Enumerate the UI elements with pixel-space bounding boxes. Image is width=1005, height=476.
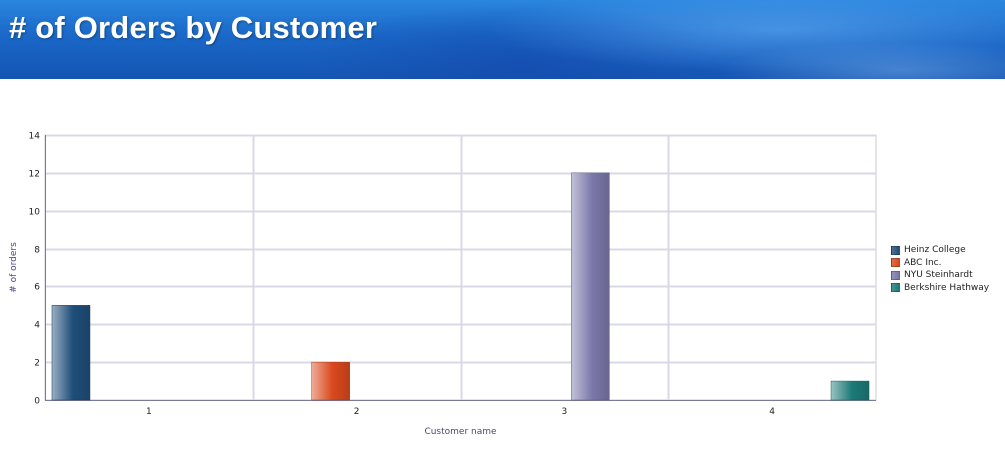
y-tick-label: 0 bbox=[34, 397, 40, 407]
legend-label: ABC Inc. bbox=[904, 257, 942, 268]
legend-item: ABC Inc. bbox=[891, 257, 989, 270]
x-tick-label: 3 bbox=[562, 407, 568, 417]
x-tick-label: 1 bbox=[146, 407, 152, 417]
y-tick-label: 12 bbox=[29, 170, 40, 180]
header-banner: # of Orders by Customer bbox=[0, 0, 1005, 79]
y-tick-label: 8 bbox=[34, 246, 40, 256]
legend-label: Berkshire Hathway bbox=[904, 282, 990, 293]
legend-item: NYU Steinhardt bbox=[891, 269, 989, 282]
y-tick-label: 4 bbox=[34, 321, 40, 331]
legend-swatch bbox=[891, 245, 900, 255]
x-tick-label: 2 bbox=[354, 407, 360, 417]
y-tick-label: 14 bbox=[29, 132, 41, 142]
x-axis-title: Customer name bbox=[424, 427, 497, 437]
y-tick-label: 10 bbox=[29, 208, 41, 218]
chart-legend: Heinz College ABC Inc. NYU Steinhardt Berks… bbox=[891, 244, 989, 294]
legend-item: Heinz College bbox=[891, 244, 989, 257]
bar bbox=[51, 305, 91, 401]
y-tick-label: 2 bbox=[34, 359, 40, 369]
y-axis-title: # of orders bbox=[9, 242, 19, 293]
legend-label: NYU Steinhardt bbox=[904, 270, 973, 281]
legend-swatch bbox=[891, 283, 900, 293]
x-tick-label: 4 bbox=[769, 407, 775, 417]
y-tick-label: 6 bbox=[34, 283, 40, 293]
legend-label: Heinz College bbox=[904, 245, 966, 256]
legend-swatch bbox=[891, 258, 900, 268]
bar bbox=[830, 380, 870, 401]
legend-item: Berkshire Hathway bbox=[891, 282, 989, 295]
bar bbox=[311, 361, 350, 401]
page-title: # of Orders by Customer bbox=[9, 10, 378, 45]
bar bbox=[571, 172, 610, 401]
legend-swatch bbox=[891, 270, 900, 280]
